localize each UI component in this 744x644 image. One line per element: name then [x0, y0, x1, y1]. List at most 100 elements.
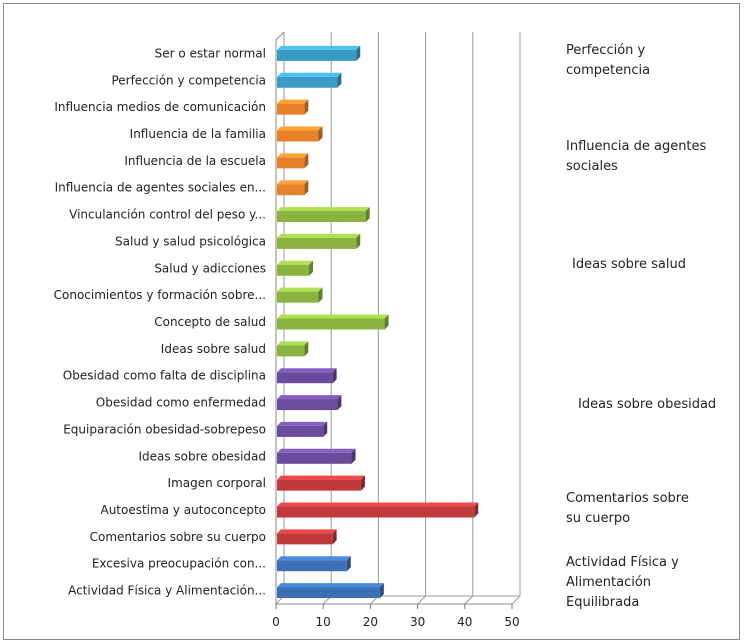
bar-front-face	[277, 318, 385, 330]
bar-end-face	[356, 45, 361, 61]
bar-front-face	[277, 76, 338, 88]
x-tick-label: 10	[316, 615, 331, 629]
bar-front-face	[277, 291, 319, 303]
bar-top-face	[277, 448, 356, 453]
bar	[277, 502, 479, 518]
category-label: Ser o estar normal	[155, 46, 266, 60]
floor-gridline	[464, 595, 474, 605]
group-label: Influencia de agentes sociales	[566, 139, 707, 174]
bar	[277, 233, 361, 249]
bar	[277, 368, 337, 384]
group-label: Comentarios sobre su cuerpo	[566, 491, 689, 526]
bar	[277, 99, 309, 115]
category-label: Perfección y competencia	[111, 73, 266, 87]
bar-front-face	[277, 399, 338, 411]
bar-top-face	[277, 126, 323, 131]
bar-front-face	[277, 130, 319, 142]
bar-top-face	[277, 475, 365, 480]
bar-top-face	[277, 368, 337, 373]
bar-top-face	[277, 72, 342, 77]
bar-top-face	[277, 529, 337, 534]
bar-end-face	[474, 502, 479, 518]
bar	[277, 153, 309, 169]
bar-front-face	[277, 264, 310, 276]
category-label: Equiparación obesidad-sobrepeso	[63, 422, 266, 436]
bar-top-face	[277, 180, 309, 185]
category-label: Influencia medios de comunicación	[54, 100, 266, 114]
bar-top-face	[277, 260, 314, 265]
bar	[277, 207, 370, 223]
bar-end-face	[304, 99, 309, 115]
bar-front-face	[277, 103, 305, 115]
bar-top-face	[277, 314, 389, 319]
x-tick-label: 50	[504, 615, 519, 629]
bar-end-face	[356, 233, 361, 249]
group-label: Ideas sobre obesidad	[578, 397, 716, 412]
category-label: Ideas sobre obesidad	[138, 449, 266, 463]
bar-top-face	[277, 583, 384, 588]
bar-top-face	[277, 395, 342, 400]
floor-gridline	[417, 595, 426, 605]
bar	[277, 287, 323, 303]
bar-end-face	[304, 153, 309, 169]
bar-end-face	[384, 314, 389, 330]
bar-layer	[277, 45, 479, 599]
bar	[277, 45, 361, 61]
bar	[277, 556, 351, 572]
bar	[277, 421, 328, 437]
bar-front-face	[277, 425, 324, 437]
bar	[277, 395, 342, 411]
bar	[277, 529, 337, 545]
bar-top-face	[277, 207, 370, 212]
group-label-layer: Perfección y competencia Influencia de age…	[566, 43, 716, 610]
floor-gridline	[511, 595, 521, 605]
category-label: Influencia de la familia	[130, 127, 266, 141]
category-label: Influencia de la escuela	[124, 154, 266, 168]
bar-end-face	[351, 448, 356, 464]
bar-end-face	[309, 260, 314, 276]
left-wall-top-edge	[275, 31, 285, 41]
x-tick-label: 30	[410, 615, 425, 629]
bar-end-face	[360, 475, 365, 491]
bar-top-face	[277, 287, 323, 292]
category-label: Actividad Física y Alimentación...	[68, 584, 266, 598]
bar	[277, 583, 384, 599]
bar-end-face	[323, 421, 328, 437]
category-label-layer: Ser o estar normal Perfección y competenc…	[54, 46, 266, 597]
bar-front-face	[277, 506, 475, 518]
category-label: Vinculanción control del peso y...	[69, 208, 266, 222]
category-label: Salud y salud psicológica	[115, 234, 266, 248]
category-label: Autoestima y autoconcepto	[100, 503, 266, 517]
bar-top-face	[277, 99, 309, 104]
bar-front-face	[277, 184, 305, 196]
group-label: Perfección y competencia	[566, 43, 650, 78]
bar-end-face	[346, 556, 351, 572]
bar-end-face	[318, 126, 323, 142]
category-label: Obesidad como falta de disciplina	[63, 369, 266, 383]
bar-end-face	[318, 287, 323, 303]
bar-end-face	[332, 368, 337, 384]
category-label: Obesidad como enfermedad	[96, 396, 266, 410]
bar	[277, 126, 323, 142]
category-label: Concepto de salud	[154, 315, 266, 329]
bar-top-face	[277, 233, 361, 238]
group-label: Actividad Física y Alimentación Equilibrad…	[566, 555, 679, 610]
tick-label-layer: 0 10 20 30 40 50	[272, 615, 519, 629]
bar-top-face	[277, 502, 479, 507]
category-label: Ideas sobre salud	[161, 342, 266, 356]
bar-end-face	[365, 207, 370, 223]
bar-front-face	[277, 372, 333, 384]
bar	[277, 448, 356, 464]
bar-end-face	[337, 72, 342, 88]
bar	[277, 260, 314, 276]
group-label: Ideas sobre salud	[572, 257, 686, 272]
grid-layer	[275, 31, 521, 609]
bar-front-face	[277, 49, 357, 61]
bar-top-face	[277, 556, 351, 561]
category-label: Influencia de agentes sociales en...	[55, 181, 266, 195]
bar	[277, 475, 365, 491]
bar-end-face	[379, 583, 384, 599]
bar	[277, 180, 309, 196]
bar-front-face	[277, 211, 366, 223]
